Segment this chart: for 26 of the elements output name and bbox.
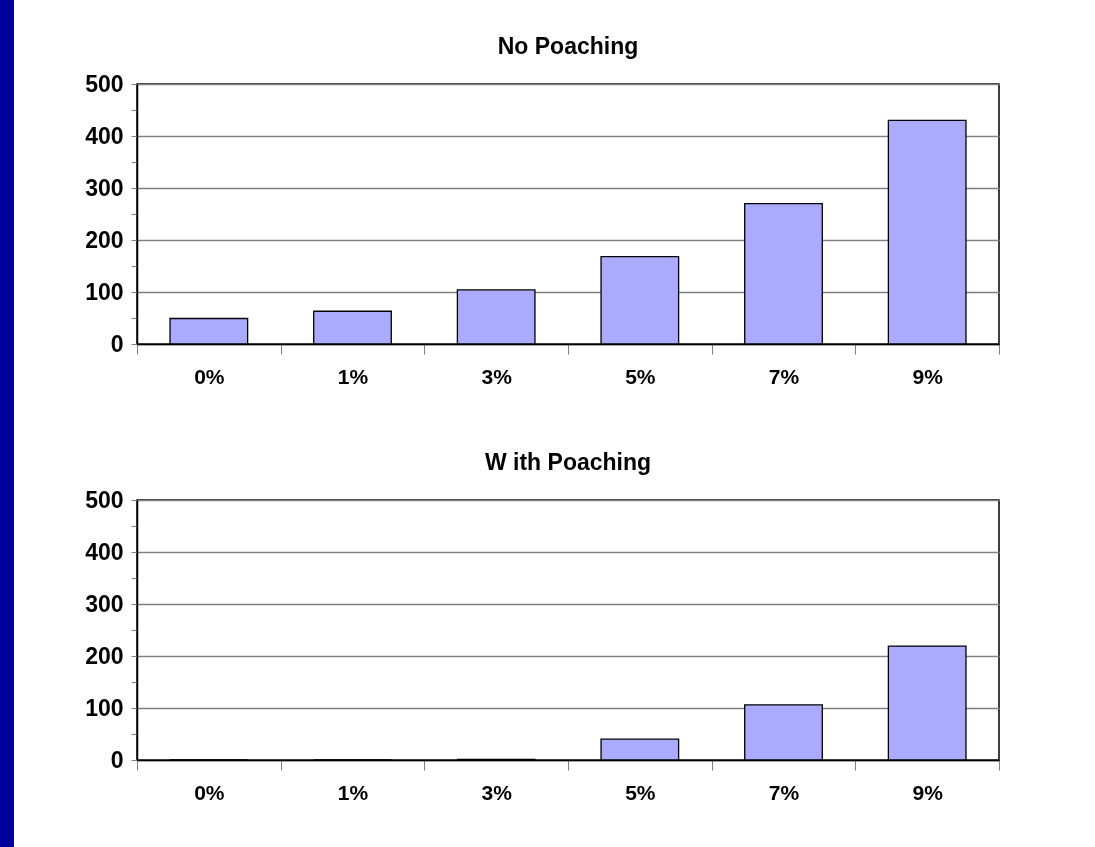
x-tick-label: 9% (912, 780, 944, 804)
y-tick-label: 500 (85, 486, 124, 513)
x-tick-label: 0% (194, 364, 225, 388)
x-tick-label: 5% (625, 780, 656, 804)
y-tick-label: 0 (110, 330, 124, 357)
y-tick-label: 400 (85, 122, 124, 149)
x-tick-label: 7% (768, 780, 800, 804)
y-tick-label: 500 (85, 70, 124, 97)
x-tick-label: 3% (481, 780, 513, 804)
y-tick-label: 200 (85, 226, 124, 253)
x-tick-label: 5% (625, 364, 656, 388)
chart-title: No Poaching (497, 33, 639, 59)
y-tick-label: 300 (85, 174, 124, 201)
y-tick-label: 400 (85, 538, 124, 565)
x-tick-label: 0% (194, 780, 225, 804)
x-tick-label: 3% (481, 364, 513, 388)
y-tick-label: 100 (85, 278, 124, 305)
x-tick-label: 1% (337, 780, 369, 804)
x-tick-label: 9% (912, 364, 944, 388)
chart-title: W ith Poaching (484, 449, 652, 475)
y-tick-label: 200 (85, 642, 124, 669)
y-tick-label: 0 (110, 746, 124, 773)
x-tick-label: 1% (337, 364, 369, 388)
y-tick-label: 300 (85, 590, 124, 617)
y-tick-label: 100 (85, 694, 124, 721)
x-tick-label: 7% (768, 364, 800, 388)
